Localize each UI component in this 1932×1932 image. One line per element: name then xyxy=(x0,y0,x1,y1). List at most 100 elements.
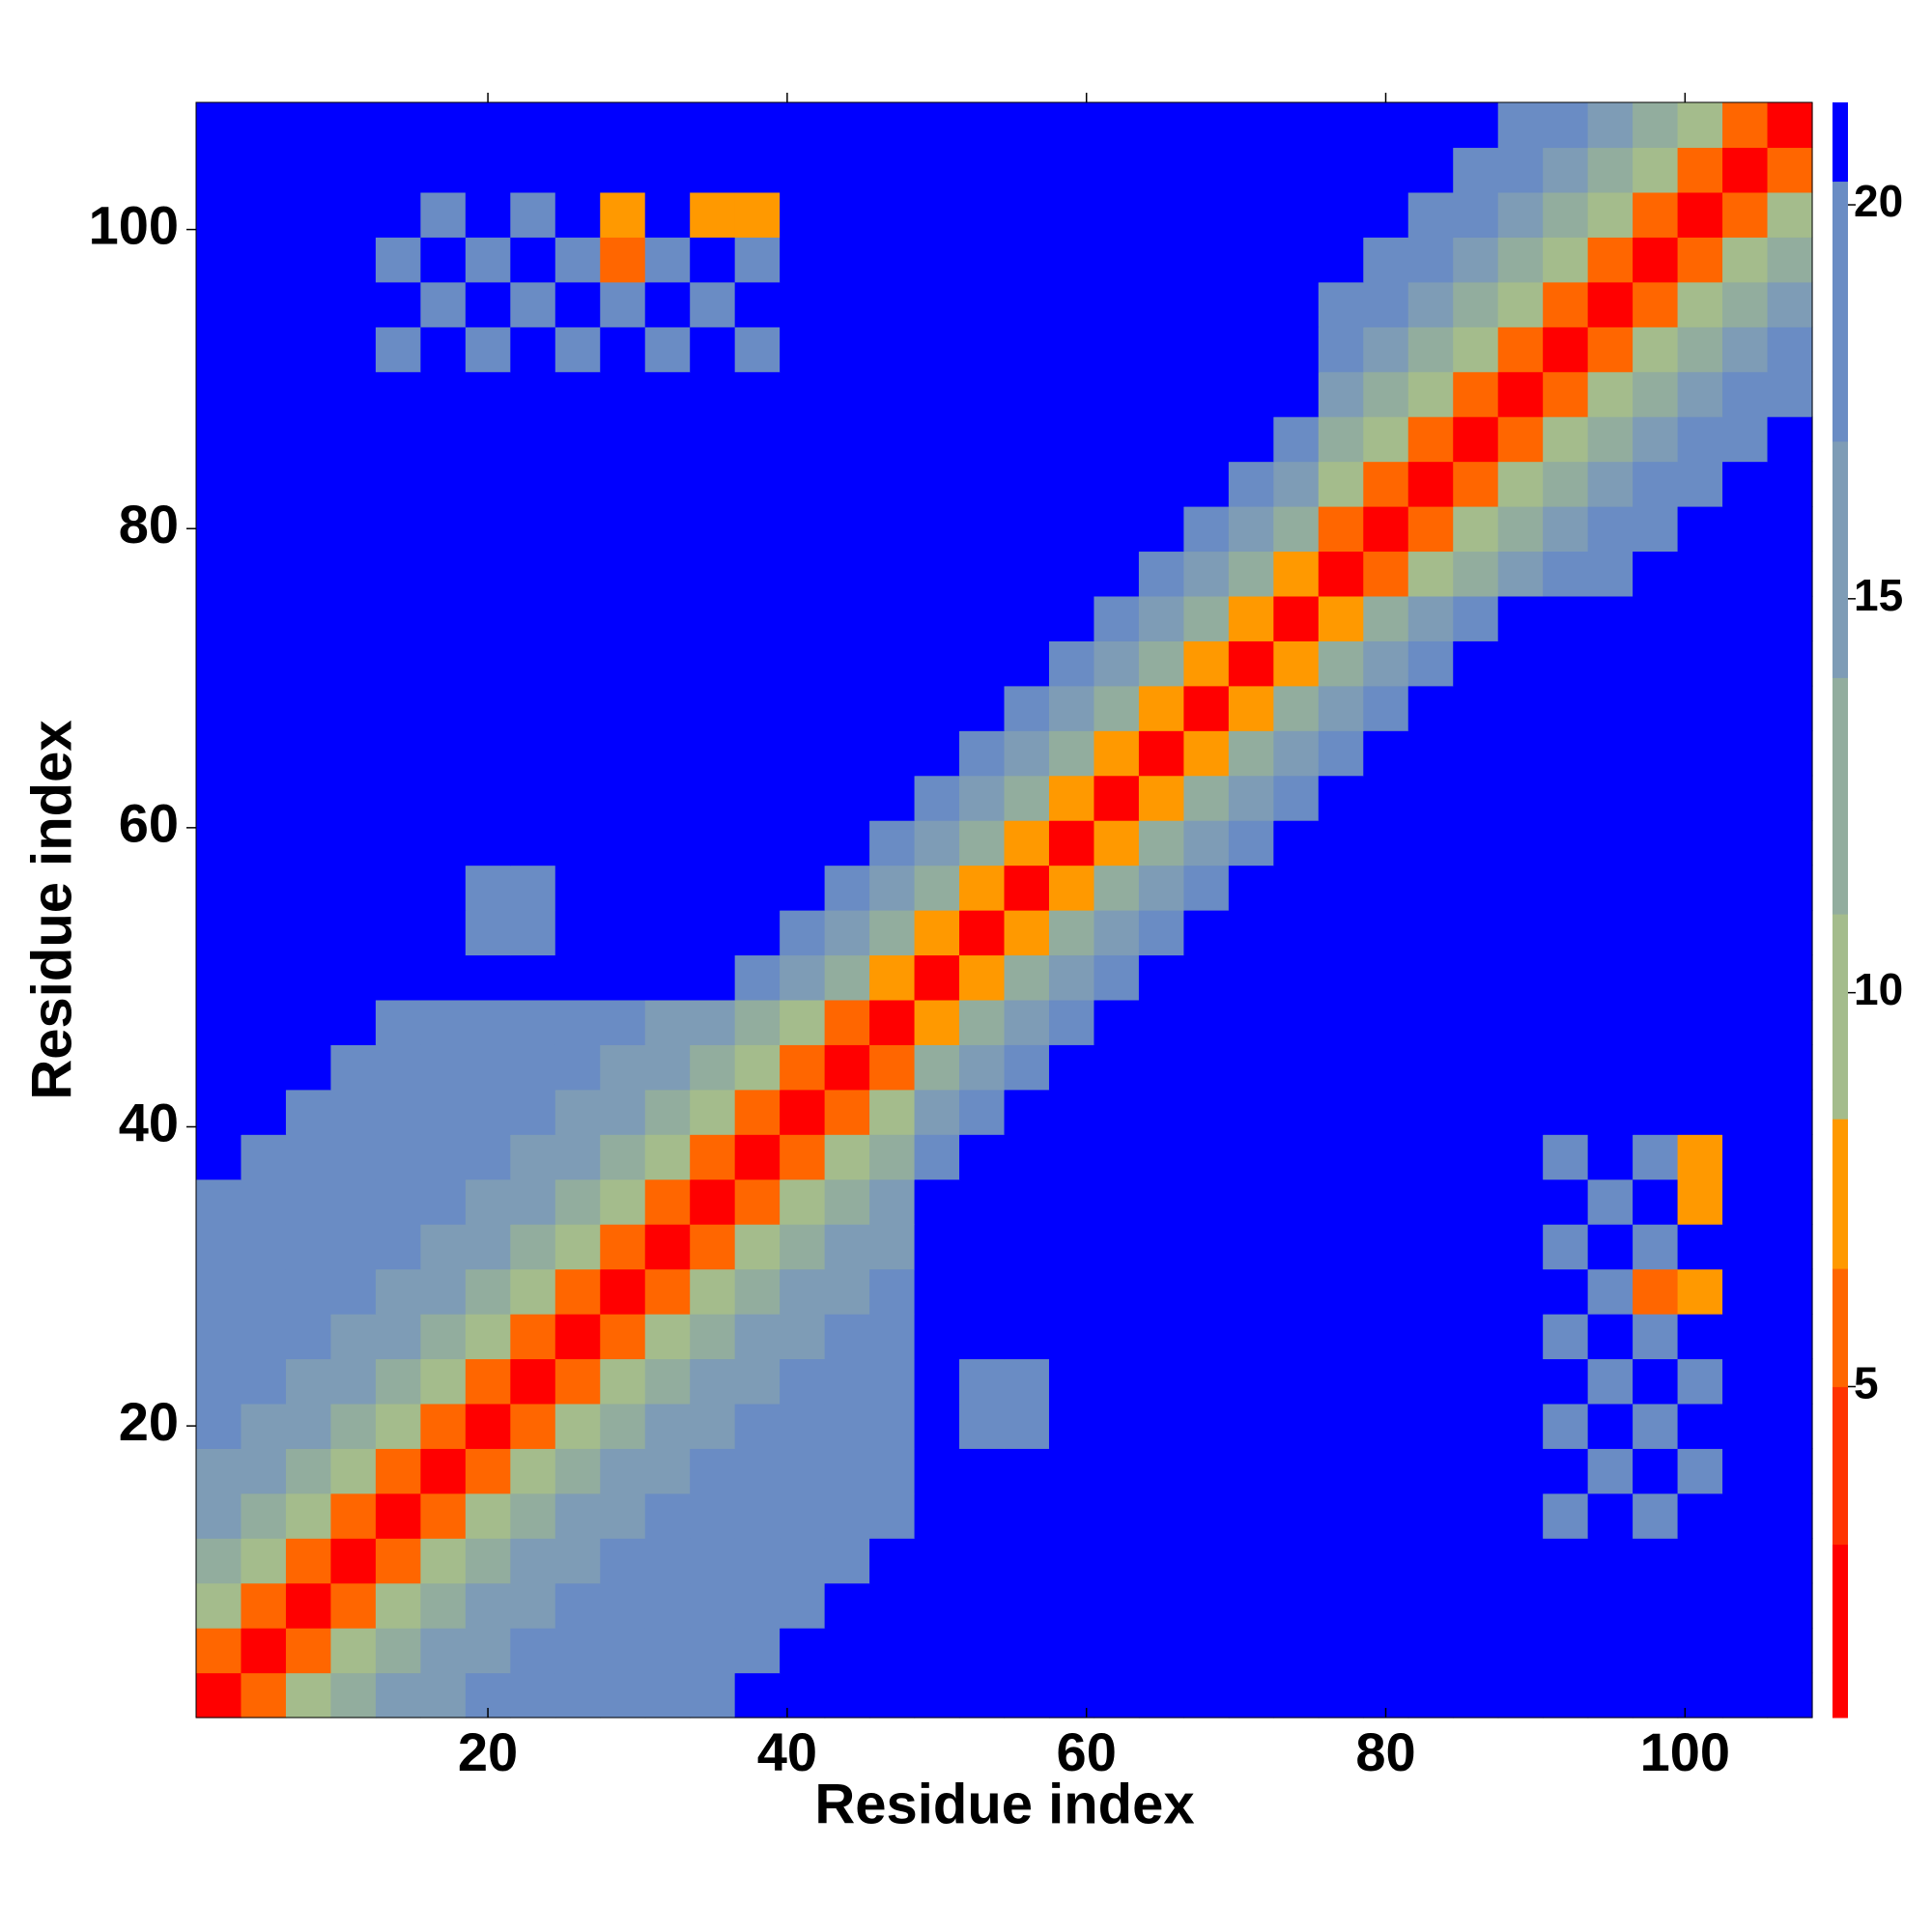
heatmap-cell xyxy=(1543,1582,1589,1629)
heatmap-cell xyxy=(1363,281,1409,327)
heatmap-cell xyxy=(644,1448,691,1494)
heatmap-cell xyxy=(734,640,781,687)
heatmap-cell xyxy=(1722,1314,1769,1360)
heatmap-cell xyxy=(1543,1089,1589,1135)
heatmap-cell xyxy=(1722,775,1769,821)
heatmap-cell xyxy=(1363,416,1409,463)
heatmap-cell xyxy=(465,327,511,373)
heatmap-cell xyxy=(914,1403,960,1449)
heatmap-cell xyxy=(1453,506,1499,553)
heatmap-cell xyxy=(869,102,916,149)
heatmap-cell xyxy=(824,1134,870,1180)
heatmap-cell xyxy=(1722,1134,1769,1180)
heatmap-cell xyxy=(285,910,332,956)
heatmap-cell xyxy=(1363,1582,1409,1629)
heatmap-cell xyxy=(780,1448,826,1494)
heatmap-cell xyxy=(1048,730,1095,777)
heatmap-cell xyxy=(554,1089,601,1135)
heatmap-cell xyxy=(1228,281,1274,327)
heatmap-cell xyxy=(1228,1134,1274,1180)
heatmap-cell xyxy=(285,685,332,731)
heatmap-cell xyxy=(959,1358,1006,1405)
heatmap-cell xyxy=(375,1314,421,1360)
heatmap-cell xyxy=(1677,1538,1723,1584)
heatmap-cell xyxy=(330,1314,377,1360)
heatmap-cell xyxy=(914,595,960,641)
heatmap-cell xyxy=(869,506,916,553)
heatmap-cell xyxy=(1633,595,1679,641)
heatmap-cell xyxy=(734,506,781,553)
heatmap-cell xyxy=(1138,416,1184,463)
heatmap-cell xyxy=(1228,416,1274,463)
heatmap-cell xyxy=(1004,865,1050,911)
heatmap-cell xyxy=(959,1134,1006,1180)
heatmap-cell xyxy=(554,1358,601,1405)
heatmap-cell xyxy=(824,551,870,597)
heatmap-cell xyxy=(1453,640,1499,687)
heatmap-cell xyxy=(375,1628,421,1674)
heatmap-cell xyxy=(1722,1492,1769,1539)
heatmap-cell xyxy=(1138,954,1184,1001)
heatmap-cell xyxy=(1767,1672,1813,1719)
heatmap-cell xyxy=(241,1089,287,1135)
heatmap-cell xyxy=(510,1089,556,1135)
heatmap-cell xyxy=(510,1268,556,1315)
heatmap-cell xyxy=(1228,506,1274,553)
heatmap-cell xyxy=(1587,910,1634,956)
heatmap-cell xyxy=(510,1628,556,1674)
heatmap-cell xyxy=(1767,327,1813,373)
heatmap-cell xyxy=(734,999,781,1045)
heatmap-cell xyxy=(1497,1044,1544,1091)
heatmap-cell xyxy=(1183,1628,1230,1674)
heatmap-cell xyxy=(644,147,691,193)
heatmap-cell xyxy=(914,1224,960,1270)
heatmap-cell xyxy=(465,1538,511,1584)
heatmap-cell xyxy=(1273,1538,1320,1584)
heatmap-cell xyxy=(734,1134,781,1180)
heatmap-cell xyxy=(420,730,467,777)
heatmap-cell xyxy=(1138,1628,1184,1674)
heatmap-cell xyxy=(1183,999,1230,1045)
heatmap-cell xyxy=(1497,102,1544,149)
heatmap-cell xyxy=(1363,102,1409,149)
heatmap-cell xyxy=(241,1492,287,1539)
heatmap-cell xyxy=(1767,1044,1813,1091)
heatmap-cell xyxy=(1318,1044,1364,1091)
heatmap-cell xyxy=(1004,1403,1050,1449)
heatmap-cell xyxy=(554,1672,601,1719)
axes: 20 40 60 80 100 20 40 60 80 100 5 10 15 20 xyxy=(89,93,1903,1782)
heatmap-cell xyxy=(959,1628,1006,1674)
heatmap-cell xyxy=(734,1628,781,1674)
heatmap-cell xyxy=(465,1403,511,1449)
heatmap-cell xyxy=(959,416,1006,463)
heatmap-cell xyxy=(914,461,960,507)
colorbar-tick-label: 15 xyxy=(1854,570,1903,620)
heatmap-cell xyxy=(330,1134,377,1180)
heatmap-cell xyxy=(1587,954,1634,1001)
heatmap-cell xyxy=(241,820,287,867)
heatmap-cell xyxy=(196,1134,242,1180)
heatmap-cell xyxy=(1138,820,1184,867)
heatmap-cell xyxy=(1722,640,1769,687)
heatmap-cell xyxy=(1633,147,1679,193)
heatmap-cell xyxy=(780,416,826,463)
heatmap-cell xyxy=(1228,1089,1274,1135)
heatmap-cell xyxy=(1363,147,1409,193)
heatmap-cell xyxy=(1183,281,1230,327)
heatmap-cell xyxy=(196,595,242,641)
heatmap-cell xyxy=(1677,416,1723,463)
heatmap-cell xyxy=(1677,595,1723,641)
heatmap-cell xyxy=(824,685,870,731)
heatmap-cell xyxy=(330,999,377,1045)
heatmap-cell xyxy=(869,595,916,641)
heatmap-cell xyxy=(1183,371,1230,417)
heatmap-cell xyxy=(1094,371,1140,417)
heatmap-cell xyxy=(1138,506,1184,553)
heatmap-cell xyxy=(1633,865,1679,911)
x-tick-label: 60 xyxy=(1057,1721,1117,1782)
heatmap-cell xyxy=(465,910,511,956)
heatmap-cell xyxy=(1767,1134,1813,1180)
heatmap-cell xyxy=(644,1582,691,1629)
heatmap-cell xyxy=(465,1314,511,1360)
